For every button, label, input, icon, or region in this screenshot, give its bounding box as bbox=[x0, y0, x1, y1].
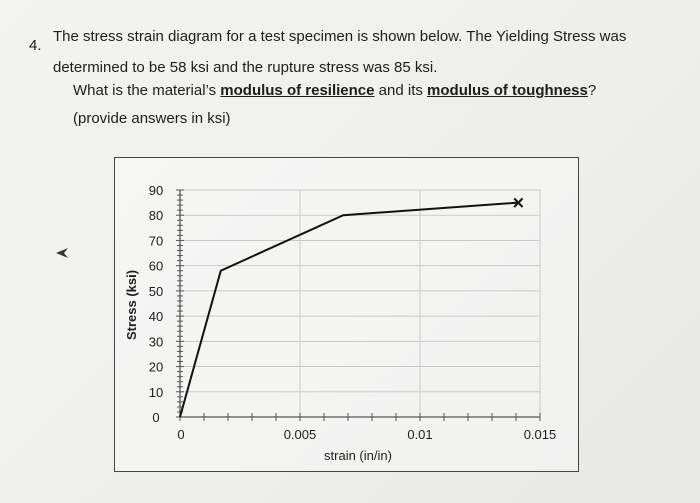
question-text-line-2: determined to be 58 ksi and the rupture … bbox=[53, 59, 438, 76]
y-tick-label: 60 bbox=[149, 259, 163, 274]
y-tick-label: 70 bbox=[149, 233, 163, 248]
question-text-line-3: What is the material’s modulus of resili… bbox=[73, 82, 596, 99]
x-tick-label: 0.005 bbox=[284, 427, 317, 442]
question-line-3-prefix: What is the material’s bbox=[73, 82, 221, 99]
chart-axes bbox=[176, 189, 541, 421]
y-tick-labels: 0 10 20 30 40 50 60 70 80 90 bbox=[149, 183, 163, 425]
y-tick-label: 0 bbox=[152, 410, 159, 425]
question-number: 4. bbox=[29, 37, 42, 54]
question-line-3-middle: and its bbox=[374, 82, 428, 99]
y-tick-label: 30 bbox=[149, 334, 163, 349]
question-text-line-1: The stress strain diagram for a test spe… bbox=[53, 28, 627, 45]
y-tick-label: 50 bbox=[149, 284, 163, 299]
question-line-3-suffix: ? bbox=[587, 82, 597, 99]
y-tick-label: 90 bbox=[149, 183, 163, 198]
x-tick-label: 0 bbox=[177, 427, 184, 442]
chart-frame bbox=[114, 157, 579, 472]
x-tick-label: 0.015 bbox=[524, 427, 557, 442]
y-tick-label: 20 bbox=[149, 360, 163, 375]
x-tick-label: 0.01 bbox=[407, 427, 432, 442]
term-modulus-of-toughness: modulus of toughness bbox=[427, 82, 588, 99]
y-tick-label: 10 bbox=[149, 385, 163, 400]
y-tick-label: 40 bbox=[149, 309, 163, 324]
stress-strain-curve bbox=[179, 201, 519, 418]
question-text-line-4: (provide answers in ksi) bbox=[73, 110, 231, 127]
x-tick-labels: 0 0.005 0.01 0.015 bbox=[177, 427, 556, 442]
chart-grid bbox=[180, 189, 541, 417]
rupture-point-marker: × bbox=[513, 193, 525, 215]
term-modulus-of-resilience: modulus of resilience bbox=[220, 82, 375, 99]
y-axis-label: Stress (ksi) bbox=[124, 270, 139, 340]
series-lines: × bbox=[179, 193, 525, 418]
x-axis-label: strain (in/in) bbox=[324, 448, 392, 463]
y-tick-label: 80 bbox=[149, 208, 163, 223]
cursor-arrow-icon bbox=[56, 248, 68, 258]
